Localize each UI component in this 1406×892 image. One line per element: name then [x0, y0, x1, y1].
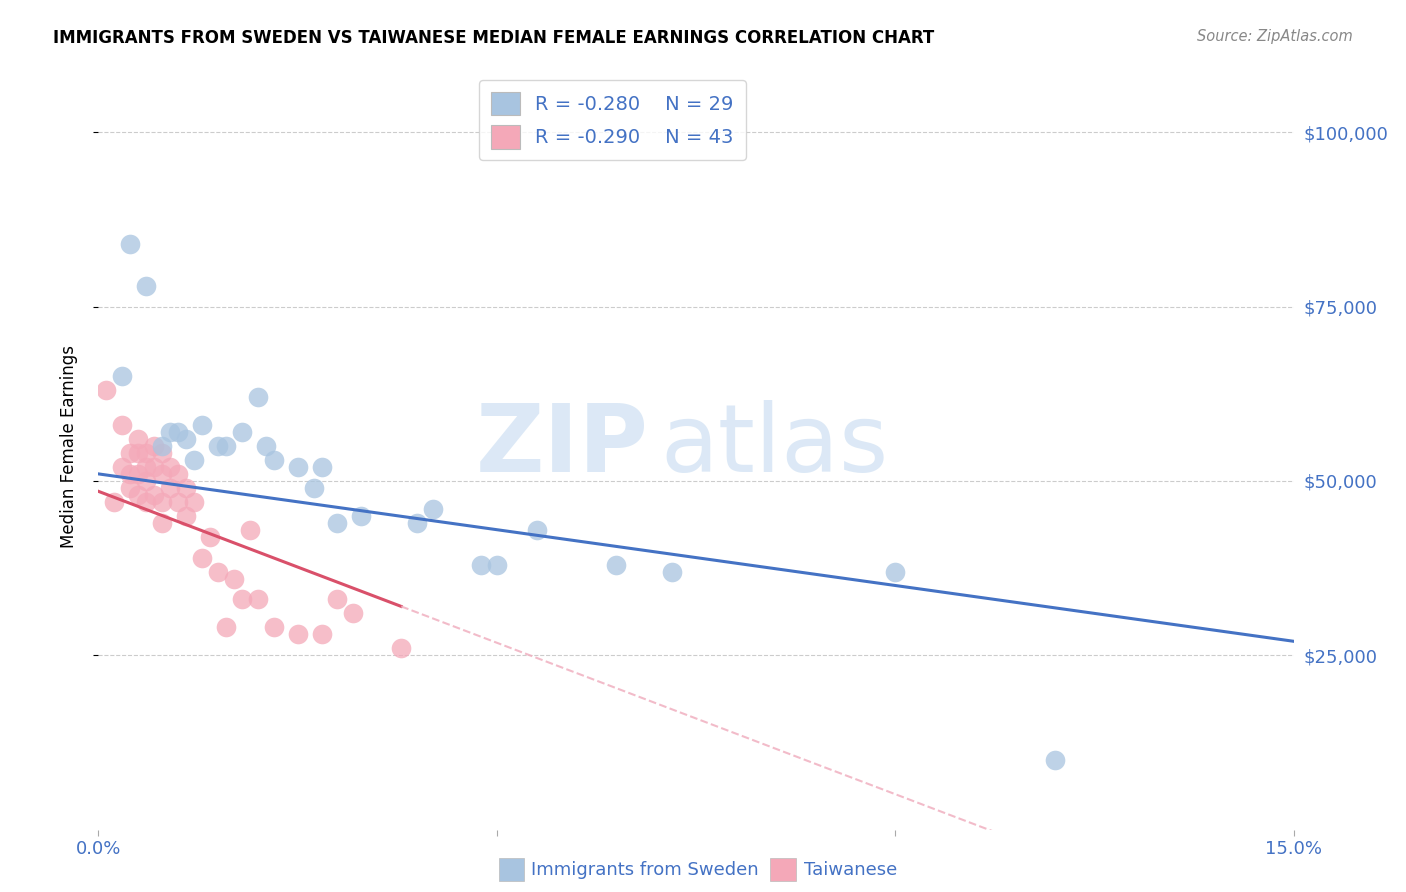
Point — [246, 390, 269, 404]
Point — [246, 592, 269, 607]
Point — [605, 558, 627, 572]
Point — [287, 627, 309, 641]
Point — [143, 488, 166, 502]
Point — [120, 446, 142, 460]
Point — [150, 467, 173, 481]
Point — [150, 446, 173, 460]
Point — [422, 501, 444, 516]
Point — [485, 558, 508, 572]
Point — [191, 550, 214, 565]
Point — [143, 439, 166, 453]
Point — [183, 453, 205, 467]
Point — [96, 383, 118, 397]
Text: atlas: atlas — [661, 400, 889, 492]
Point — [120, 481, 142, 495]
Point — [884, 565, 907, 579]
Point — [167, 425, 190, 439]
Point — [207, 439, 229, 453]
Point — [302, 481, 325, 495]
Point — [159, 425, 181, 439]
Point — [207, 565, 229, 579]
Point — [135, 278, 157, 293]
Point — [174, 508, 197, 523]
Point — [120, 467, 142, 481]
Point — [135, 495, 157, 509]
Point — [1043, 753, 1066, 767]
Point — [311, 627, 333, 641]
Point — [326, 516, 349, 530]
Point — [239, 523, 262, 537]
Point — [167, 495, 190, 509]
Text: Source: ZipAtlas.com: Source: ZipAtlas.com — [1197, 29, 1353, 44]
Point — [159, 459, 181, 474]
Point — [215, 620, 238, 634]
Point — [150, 439, 173, 453]
Point — [661, 565, 683, 579]
Text: IMMIGRANTS FROM SWEDEN VS TAIWANESE MEDIAN FEMALE EARNINGS CORRELATION CHART: IMMIGRANTS FROM SWEDEN VS TAIWANESE MEDI… — [53, 29, 935, 46]
Point — [263, 620, 285, 634]
Point — [183, 495, 205, 509]
Point — [342, 607, 364, 621]
Point — [222, 572, 245, 586]
Point — [127, 446, 149, 460]
Point — [135, 459, 157, 474]
Point — [143, 459, 166, 474]
Point — [111, 459, 134, 474]
Point — [150, 516, 173, 530]
Point — [111, 369, 134, 384]
Point — [159, 481, 181, 495]
Point — [174, 432, 197, 446]
Point — [526, 523, 548, 537]
Point — [120, 236, 142, 251]
Point — [254, 439, 277, 453]
Point — [103, 495, 125, 509]
Text: ZIP: ZIP — [475, 400, 648, 492]
Point — [150, 495, 173, 509]
Point — [191, 418, 214, 433]
Point — [231, 592, 253, 607]
Point — [389, 641, 412, 656]
Y-axis label: Median Female Earnings: Median Female Earnings — [59, 344, 77, 548]
Point — [263, 453, 285, 467]
Point — [350, 508, 373, 523]
Point — [215, 439, 238, 453]
Point — [135, 474, 157, 488]
Legend: R = -0.280    N = 29, R = -0.290    N = 43: R = -0.280 N = 29, R = -0.290 N = 43 — [479, 79, 745, 161]
Text: Taiwanese: Taiwanese — [804, 861, 897, 879]
Point — [231, 425, 253, 439]
Point — [167, 467, 190, 481]
Point — [287, 459, 309, 474]
Point — [127, 467, 149, 481]
Point — [311, 459, 333, 474]
Point — [127, 432, 149, 446]
Point — [127, 488, 149, 502]
Point — [174, 481, 197, 495]
Point — [326, 592, 349, 607]
Point — [111, 418, 134, 433]
Point — [470, 558, 492, 572]
Point — [135, 446, 157, 460]
Point — [406, 516, 429, 530]
Text: Immigrants from Sweden: Immigrants from Sweden — [531, 861, 759, 879]
Point — [198, 530, 221, 544]
